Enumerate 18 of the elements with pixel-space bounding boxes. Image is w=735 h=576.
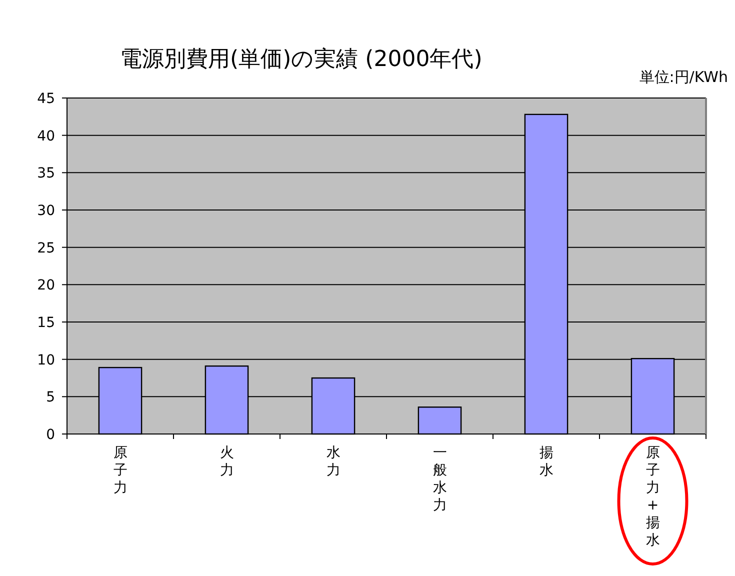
text: 単位:円/KWh — [639, 68, 728, 86]
y-tick-label: 25 — [37, 240, 55, 256]
y-tick-label: 20 — [37, 278, 55, 294]
x-tick-label: 原子力 — [113, 445, 128, 496]
x-tick-label: 一般水力 — [432, 445, 447, 514]
chart-title: 電源別費用(単価)の実績 (2000年代) — [120, 47, 482, 72]
x-tick-label: 揚水 — [539, 445, 554, 478]
x-tick-label: 水力 — [326, 445, 340, 478]
y-tick-label: 45 — [37, 91, 55, 107]
x-tick-label: 原子力+揚水 — [646, 445, 660, 548]
y-tick-label: 30 — [37, 203, 55, 219]
y-tick-label: 40 — [37, 128, 55, 144]
y-tick-label: 15 — [37, 315, 55, 331]
y-tick-label: 5 — [46, 390, 55, 406]
y-tick-label: 10 — [37, 352, 55, 368]
y-tick-label: 0 — [46, 427, 55, 443]
y-tick-label: 35 — [37, 166, 55, 182]
x-tick-label: 火力 — [220, 445, 234, 478]
